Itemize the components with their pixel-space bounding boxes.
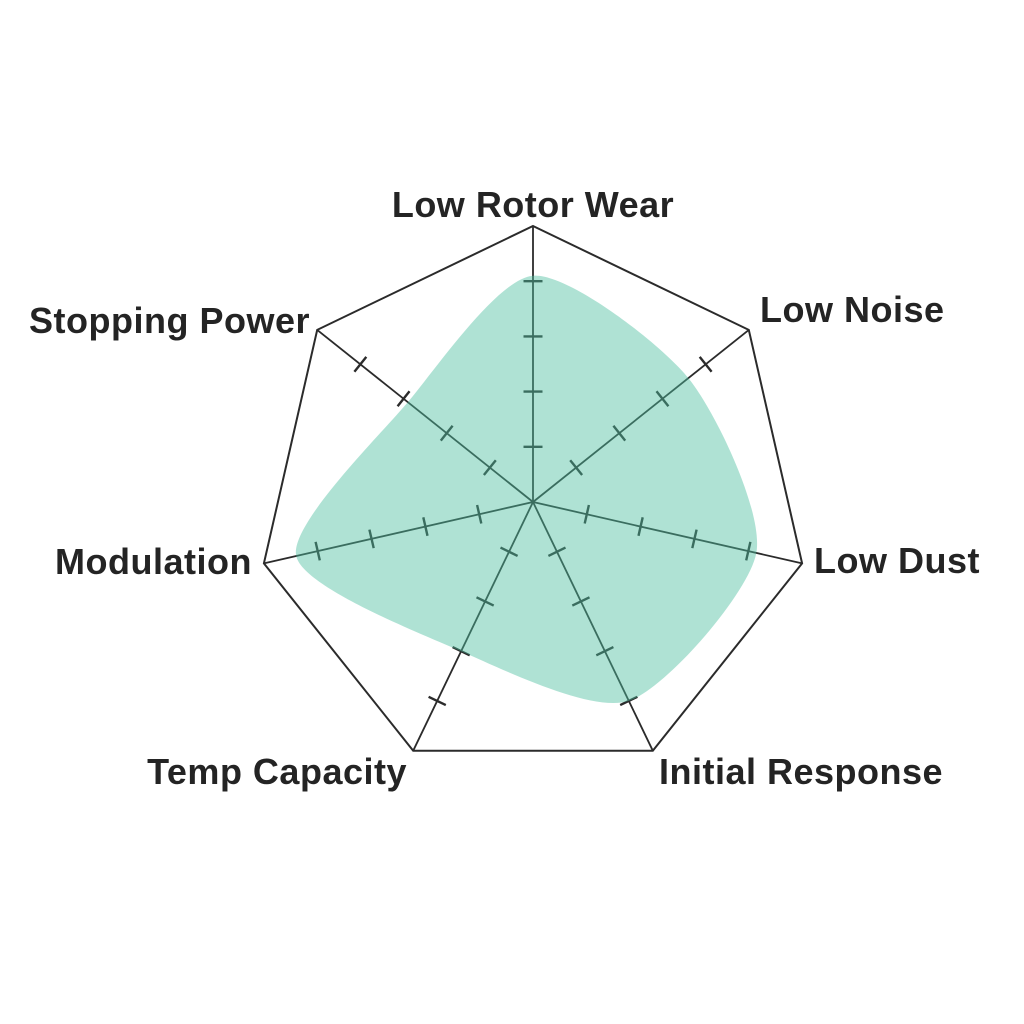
axis-label-modulation: Modulation xyxy=(55,541,252,582)
axis-tick xyxy=(698,356,713,373)
axis-spoke xyxy=(412,501,534,752)
axis-tick xyxy=(396,390,411,407)
axis-tick xyxy=(314,541,321,561)
axis-tick xyxy=(637,517,644,537)
data-series-area xyxy=(295,275,758,704)
axis-label-temp-capacity: Temp Capacity xyxy=(147,751,407,792)
axis-tick xyxy=(619,695,638,707)
axis-label-low-noise: Low Noise xyxy=(760,289,945,330)
axis-tick xyxy=(612,424,627,442)
axis-tick xyxy=(452,646,471,657)
outer-polygon xyxy=(262,224,804,752)
axis-label-initial-response: Initial Response xyxy=(659,751,943,792)
axis-tick xyxy=(439,424,454,442)
axis-spoke xyxy=(263,501,534,565)
axis-tick xyxy=(482,459,497,476)
axis-tick xyxy=(499,546,519,557)
axis-tick xyxy=(353,356,368,373)
axis-tick xyxy=(745,541,752,561)
axis-tick xyxy=(595,646,614,657)
axis-spoke xyxy=(532,329,750,503)
axis-tick xyxy=(547,546,567,557)
axis-tick xyxy=(422,517,429,537)
axis-tick xyxy=(428,695,447,707)
axis-tick xyxy=(691,529,698,549)
axis-label-low-rotor-wear: Low Rotor Wear xyxy=(392,184,674,225)
axis-tick xyxy=(368,529,375,549)
axis-tick xyxy=(475,596,495,607)
axis-spoke xyxy=(316,329,534,503)
axis-tick xyxy=(655,390,670,407)
axis-label-low-dust: Low Dust xyxy=(814,540,980,581)
axis-tick xyxy=(571,596,591,607)
axis-spoke xyxy=(532,501,654,752)
axis-tick xyxy=(569,459,584,476)
axis-spoke xyxy=(532,501,803,565)
axis-tick xyxy=(475,504,483,524)
axis-label-stopping-power: Stopping Power xyxy=(29,300,310,341)
axis-tick xyxy=(583,504,591,524)
